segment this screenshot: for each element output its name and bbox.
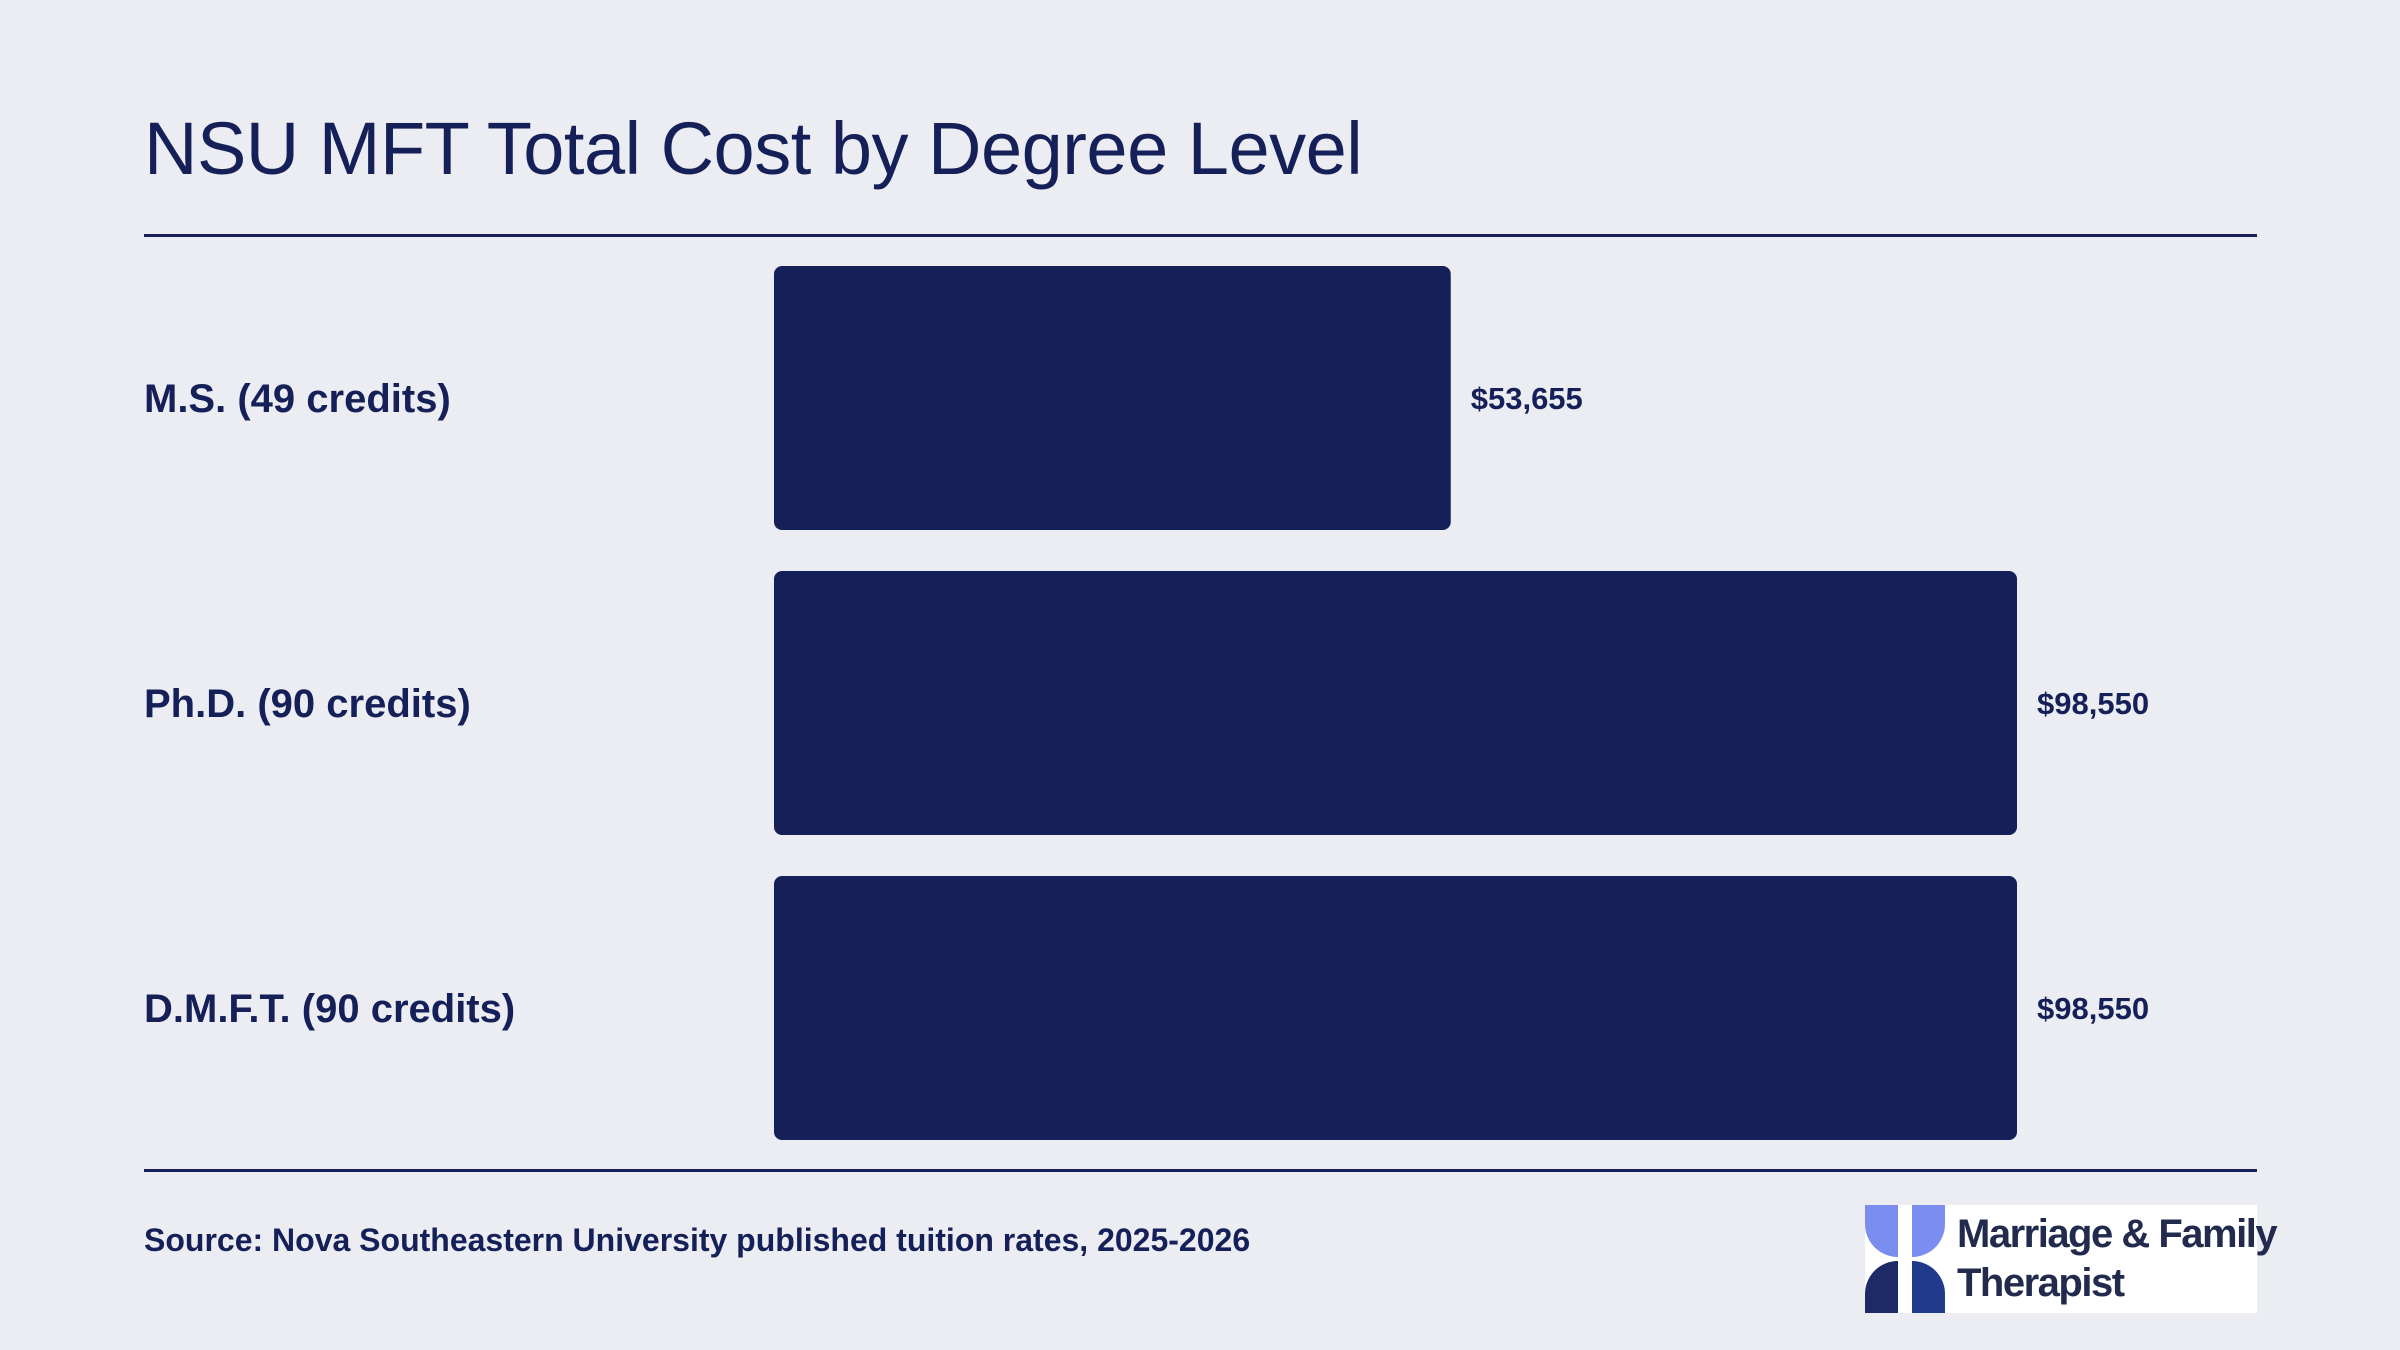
logo-line-2: Therapist <box>1957 1261 2125 1305</box>
category-label: Ph.D. (90 credits) <box>144 682 471 726</box>
value-label: $98,550 <box>2037 686 2149 721</box>
category-label: D.M.F.T. (90 credits) <box>144 987 515 1031</box>
logo-wordmark: Marriage & Family Therapist <box>1957 1210 2278 1308</box>
source-note: Source: Nova Southeastern University pub… <box>144 1222 1251 1258</box>
value-label: $53,655 <box>1471 381 1583 416</box>
bottom-divider <box>144 1169 2257 1172</box>
category-label: M.S. (49 credits) <box>144 377 451 421</box>
logo-line-1: Marriage & Family <box>1957 1212 2278 1256</box>
logo-mark-icon <box>1865 1205 1945 1313</box>
bar <box>774 266 1451 530</box>
bar <box>774 876 2017 1140</box>
top-divider <box>144 234 2257 237</box>
chart-title: NSU MFT Total Cost by Degree Level <box>144 107 1363 190</box>
value-label: $98,550 <box>2037 991 2149 1026</box>
bar <box>774 571 2017 835</box>
brand-logo: Marriage & Family Therapist <box>1865 1205 2278 1313</box>
